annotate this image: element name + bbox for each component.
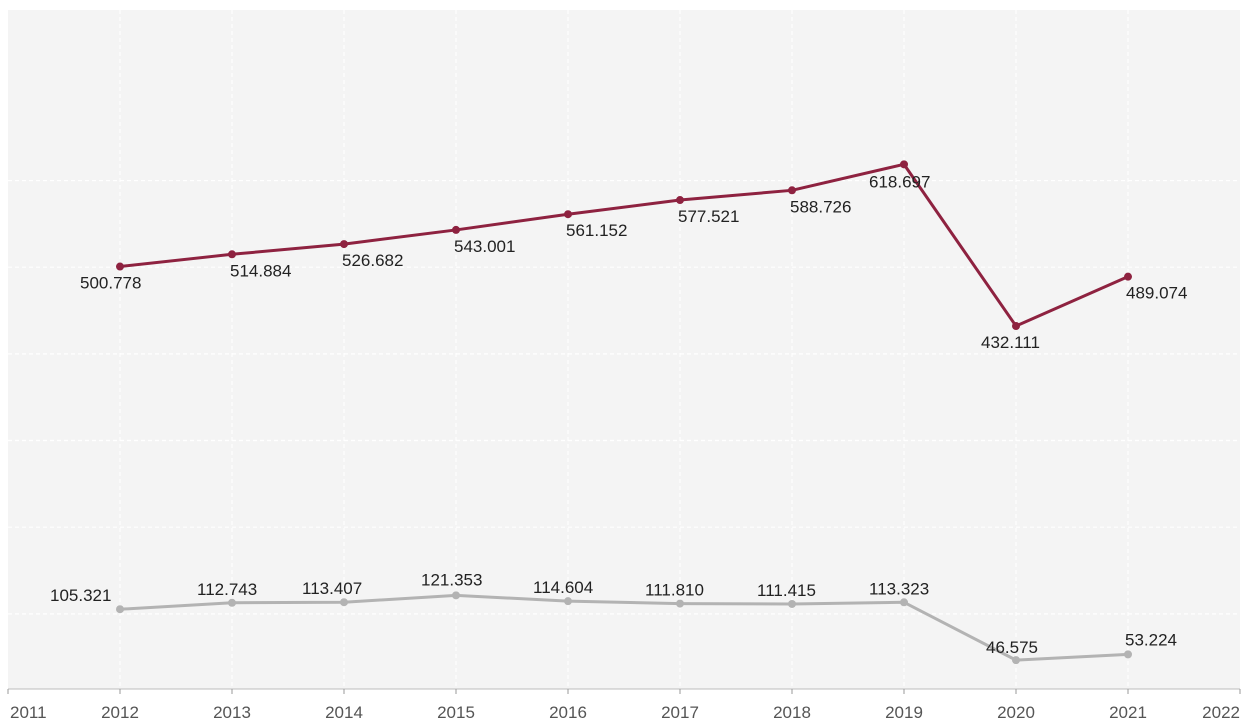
data-label: 105.321 [50,586,111,605]
x-tick-label: 2016 [549,703,587,722]
data-label: 526.682 [342,251,403,270]
data-label: 543.001 [454,237,515,256]
x-tick-label: 2018 [773,703,811,722]
data-label: 588.726 [790,197,851,216]
series-line [119,593,1129,662]
data-point [564,597,572,606]
data-label: 121.353 [421,570,482,589]
series-group: 500.778 514.884 526.682 543.001 561.152 577.5… [50,160,1187,665]
x-tick-label: 2011 [10,703,47,722]
data-point [1012,322,1020,331]
data-point [1124,650,1132,659]
data-point [1012,656,1020,665]
data-label: 561.152 [566,221,627,240]
x-tick-label: 2020 [997,703,1035,722]
x-tick-label: 2022 [1202,703,1240,722]
data-point [452,225,460,234]
data-label: 112.743 [197,580,257,599]
data-point [1124,272,1132,281]
x-axis: 2011 2012 2013 2014 2015 2016 2017 2018 2019 2020… [7,689,1241,722]
data-label: 53.224 [1125,630,1177,649]
data-point [116,262,124,271]
series-2: 105.321 112.743 113.407 121.353 114.604 111.8… [50,570,1177,665]
x-tick-label: 2013 [213,703,251,722]
data-label: 46.575 [986,638,1038,657]
x-tick-label: 2014 [325,703,363,722]
data-point [788,599,796,608]
x-tick-label: 2012 [101,703,139,722]
x-tick-label: 2017 [661,703,699,722]
data-point [564,210,572,219]
data-label: 111.415 [757,581,816,600]
series-1: 500.778 514.884 526.682 543.001 561.152 577.5… [80,160,1187,352]
data-point [900,598,908,607]
data-label: 113.323 [869,579,929,598]
data-point [340,598,348,607]
data-label: 111.810 [645,581,704,600]
x-tick-label: 2015 [437,703,475,722]
data-point [900,160,908,169]
data-label: 618.697 [869,172,930,191]
x-tick-label: 2019 [885,703,923,722]
grid [8,10,1240,689]
data-point [788,186,796,195]
data-point [676,599,684,608]
data-label: 514.884 [230,261,291,280]
data-point [676,196,684,205]
data-label: 489.074 [1126,284,1187,303]
data-label: 113.407 [302,579,362,598]
plot-area [8,10,1240,689]
data-label: 500.778 [80,274,141,293]
data-point [228,250,236,259]
data-point [452,591,460,600]
data-label: 577.521 [678,207,739,226]
x-tick-label: 2021 [1109,703,1147,722]
data-point [228,598,236,607]
data-label: 114.604 [533,578,593,597]
data-point [340,240,348,249]
data-label: 432.111 [981,333,1040,352]
data-point [116,605,124,614]
series-line [119,162,1129,328]
